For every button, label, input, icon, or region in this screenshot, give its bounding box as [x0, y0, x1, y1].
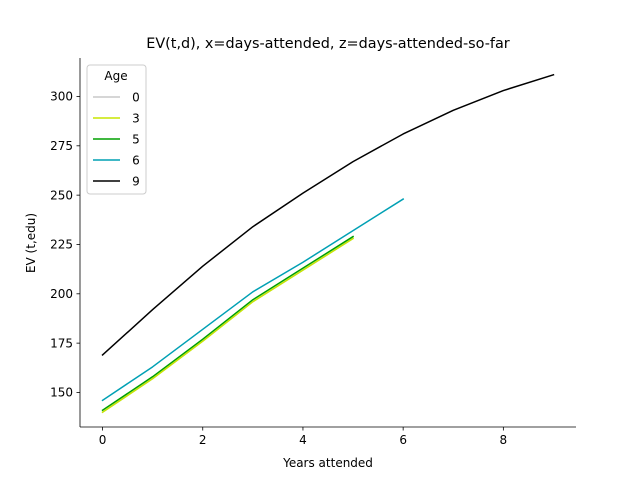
chart-title: EV(t,d), x=days-attended, z=days-attende… — [146, 36, 510, 52]
y-tick-label: 250 — [50, 188, 73, 202]
plot-lines — [101, 73, 555, 414]
y-axis-label: EV (t,edu) — [24, 213, 38, 273]
legend-label-age-9: 9 — [132, 174, 140, 188]
y-tick-label: 200 — [50, 287, 73, 301]
y-tick-label: 225 — [50, 238, 73, 252]
legend-label-age-0: 0 — [132, 90, 140, 104]
x-tick-label: 0 — [99, 433, 107, 447]
series-line-age-9 — [101, 73, 555, 357]
y-tick-label: 300 — [50, 90, 73, 104]
y-tick-label: 175 — [50, 336, 73, 350]
y-ticks: 150 175 200 225 250 275 300 — [50, 90, 80, 400]
legend-entries: 0 3 5 6 9 — [93, 90, 140, 188]
legend-label-age-3: 3 — [132, 111, 140, 125]
x-tick-label: 2 — [199, 433, 207, 447]
legend-label-age-6: 6 — [132, 153, 140, 167]
x-ticks: 0 2 4 6 8 — [99, 427, 507, 447]
series-line-age-5 — [101, 235, 355, 412]
x-tick-label: 4 — [299, 433, 307, 447]
series-line-age-3 — [101, 237, 355, 414]
y-tick-label: 150 — [50, 386, 73, 400]
legend: Age 0 3 5 6 9 — [86, 64, 147, 195]
x-tick-label: 6 — [399, 433, 407, 447]
series-line-age-6 — [101, 198, 405, 402]
x-axis-label: Years attended — [282, 456, 373, 470]
y-tick-label: 275 — [50, 139, 73, 153]
legend-title: Age — [104, 69, 127, 83]
legend-label-age-5: 5 — [132, 132, 140, 146]
x-tick-label: 8 — [500, 433, 508, 447]
